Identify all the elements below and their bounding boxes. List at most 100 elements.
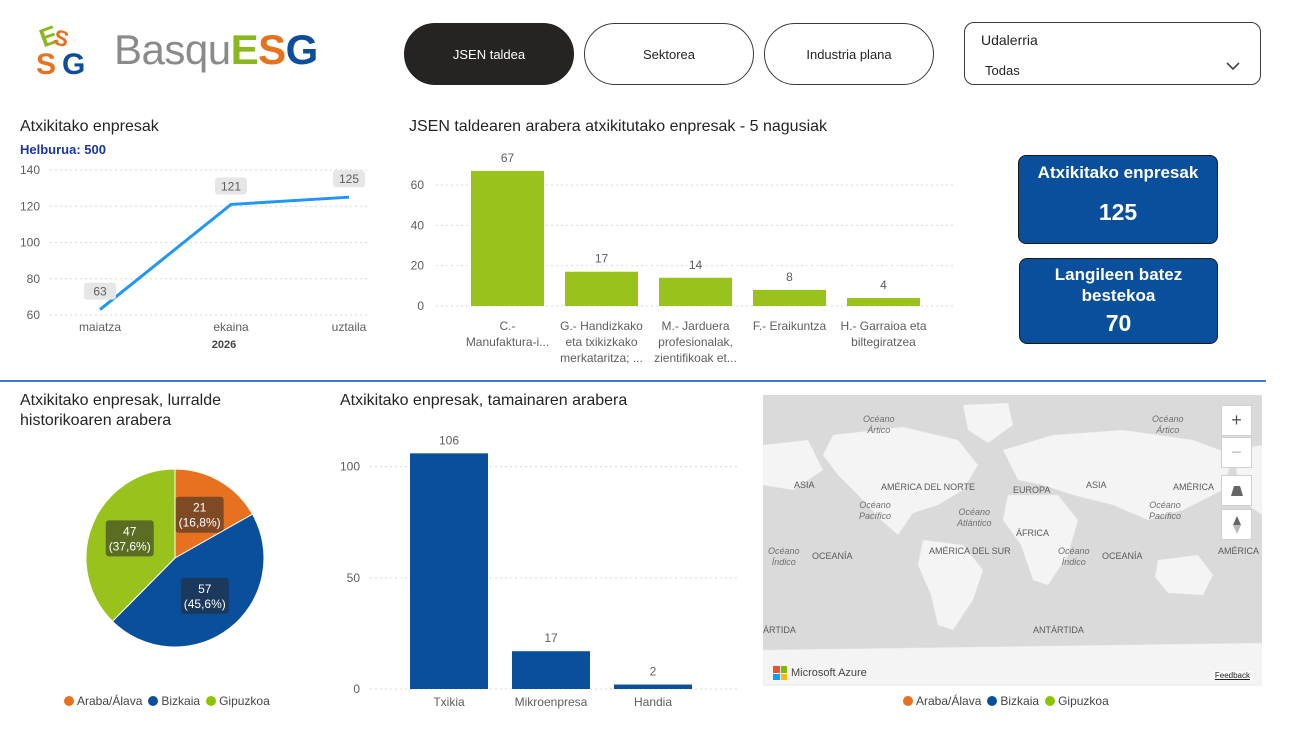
x-tick-label: uztaila xyxy=(332,320,367,334)
y-tick-label: 60 xyxy=(411,178,425,192)
microsoft-logo-icon xyxy=(773,666,787,680)
y-tick-label: 0 xyxy=(417,299,424,313)
map-label-europa: EUROPA xyxy=(1013,485,1051,495)
x-tick-label: Mikroenpresa xyxy=(515,695,588,709)
udalerria-slicer[interactable]: Udalerria Todas xyxy=(964,22,1261,85)
data-label: 63 xyxy=(93,285,107,299)
legend-item-gipuzkoa[interactable]: Gipuzkoa xyxy=(1045,694,1109,708)
y-tick-label: 40 xyxy=(411,218,425,232)
map-label-america-cut: AMÉRICA xyxy=(1173,482,1215,492)
bar xyxy=(753,289,826,306)
kpi-employees-value: 70 xyxy=(1105,310,1132,336)
pie-chart-title-2: historikoaren arabera xyxy=(20,412,172,429)
kpi-employees-title-2: bestekoa xyxy=(1081,286,1156,305)
x-tick-label: maiatza xyxy=(79,320,121,334)
x-tick-label: F.- Eraikuntza xyxy=(753,319,827,333)
tab-jsen-taldea[interactable]: JSEN taldea xyxy=(404,23,574,85)
line-series xyxy=(99,195,350,311)
y-tick-label: 50 xyxy=(347,571,361,585)
logo-wordmark: BasquESG xyxy=(114,26,318,73)
tab-sektorea[interactable]: Sektorea xyxy=(584,23,754,85)
x-tick-label: C.- xyxy=(500,319,516,333)
pie-label-bg xyxy=(175,496,224,533)
map-label-america-sur: AMÉRICA DEL SUR xyxy=(929,546,1011,556)
legend-dot-icon xyxy=(148,696,159,706)
legend-item-araba[interactable]: Araba/Álava xyxy=(64,694,142,708)
map-legend: Araba/Álava Bizkaia Gipuzkoa xyxy=(903,694,1109,708)
x-tick-label: M.- Jarduera xyxy=(661,319,729,333)
map-label-asia-2: ASIA xyxy=(1086,480,1107,490)
x-tick-label: profesionalak, xyxy=(658,335,733,349)
map-label-ocean-artico-2: Océano Ártico xyxy=(1152,414,1184,435)
bar xyxy=(659,277,732,306)
kpi-card-companies: Atxikitako enpresak 125 xyxy=(1018,155,1218,244)
bar xyxy=(410,453,488,689)
x-tick-label: ekaina xyxy=(213,320,249,334)
pie-label-bg xyxy=(180,577,229,614)
y-tick-label: 80 xyxy=(27,272,41,286)
bar-data-label: 17 xyxy=(595,252,609,266)
microsoft-azure-attribution: Microsoft Azure xyxy=(773,666,867,680)
pie-chart: 21(16,8%) 57(45,6%) 47(37,6%) xyxy=(85,468,265,648)
pie-legend: Araba/Álava Bizkaia Gipuzkoa xyxy=(64,694,270,708)
data-label-bg xyxy=(215,177,247,195)
y-tick-label: 60 xyxy=(27,308,41,322)
svg-text:G: G xyxy=(62,48,85,78)
tab-industria-plana[interactable]: Industria plana xyxy=(764,23,934,85)
y-tick-label: 100 xyxy=(20,236,40,250)
y-tick-label: 100 xyxy=(340,460,360,474)
size-chart-title: Atxikitako enpresak, tamainaren arabera xyxy=(340,392,628,409)
compass-button[interactable] xyxy=(1221,509,1252,540)
pie-label-pct: (37,6%) xyxy=(109,539,151,553)
x-tick-label: eta txikizkako xyxy=(565,335,637,349)
legend-dot-icon xyxy=(1045,696,1056,706)
pie-label-bg xyxy=(105,520,154,557)
legend-item-araba[interactable]: Araba/Álava xyxy=(903,694,981,708)
compass-icon xyxy=(1232,515,1241,534)
x-group-label: 2026 xyxy=(212,339,236,351)
slicer-value[interactable]: Todas xyxy=(985,63,1020,78)
x-tick-label: biltegiratzea xyxy=(851,335,916,349)
slicer-title: Udalerria xyxy=(981,32,1038,48)
map-label-ocean-artico-1: Océano Ártico xyxy=(863,414,895,435)
map-label-ocean-pacifico-2: Océano Pacífico xyxy=(1149,500,1182,521)
bar xyxy=(471,170,544,306)
map-label-antartida-1: ÁRTIDA xyxy=(763,625,796,635)
map-label-ocean-indico-2: Océano Índico xyxy=(1058,546,1090,567)
line-chart-title: Atxikitako enpresak xyxy=(20,118,159,135)
bar-data-label: 2 xyxy=(650,665,657,679)
legend-item-bizkaia[interactable]: Bizkaia xyxy=(987,694,1039,708)
bar-data-label: 17 xyxy=(544,631,558,645)
x-tick-label: Handia xyxy=(634,695,672,709)
map-label-oceania-2: OCEANÍA xyxy=(1102,551,1143,561)
section-divider xyxy=(0,380,1266,382)
bar-data-label: 106 xyxy=(439,433,459,447)
bar xyxy=(847,297,920,306)
x-tick-label: Manufaktura-i... xyxy=(466,335,549,349)
x-tick-label: Txikia xyxy=(433,695,465,709)
tilt-button[interactable] xyxy=(1221,475,1252,506)
legend-dot-icon xyxy=(64,696,74,706)
chevron-down-icon[interactable] xyxy=(1226,59,1240,73)
y-tick-label: 120 xyxy=(20,199,40,213)
bar xyxy=(565,271,638,306)
kpi-card-employees: Langileen batez bestekoa 70 xyxy=(1019,258,1218,344)
zoom-in-button[interactable]: + xyxy=(1221,405,1252,436)
map-label-asia-1: ASIA xyxy=(794,480,815,490)
esg-cube-logo-icon: E S G S xyxy=(35,19,85,78)
bar-data-label: 8 xyxy=(786,270,793,284)
bar xyxy=(512,651,590,689)
bar-chart-title: JSEN taldearen arabera atxikitutako enpr… xyxy=(409,118,828,135)
map-feedback-link[interactable]: Feedback xyxy=(1212,671,1252,680)
y-tick-label: 20 xyxy=(411,259,425,273)
x-tick-label: merkataritza; ... xyxy=(560,351,643,365)
kpi-companies-value: 125 xyxy=(1098,199,1138,225)
legend-item-bizkaia[interactable]: Bizkaia xyxy=(148,694,200,708)
y-tick-label: 140 xyxy=(20,163,40,177)
map-label-ocean-pacifico-1: Océano Pacífico xyxy=(859,500,892,521)
world-map[interactable]: Océano Ártico Océano Ártico ASIA AMÉRICA D… xyxy=(763,395,1262,686)
legend-item-gipuzkoa[interactable]: Gipuzkoa xyxy=(206,694,270,708)
map-label-ocean-indico-1: Océano Índico xyxy=(768,546,800,567)
y-tick-label: 0 xyxy=(353,682,360,696)
zoom-out-button[interactable]: − xyxy=(1221,437,1252,468)
